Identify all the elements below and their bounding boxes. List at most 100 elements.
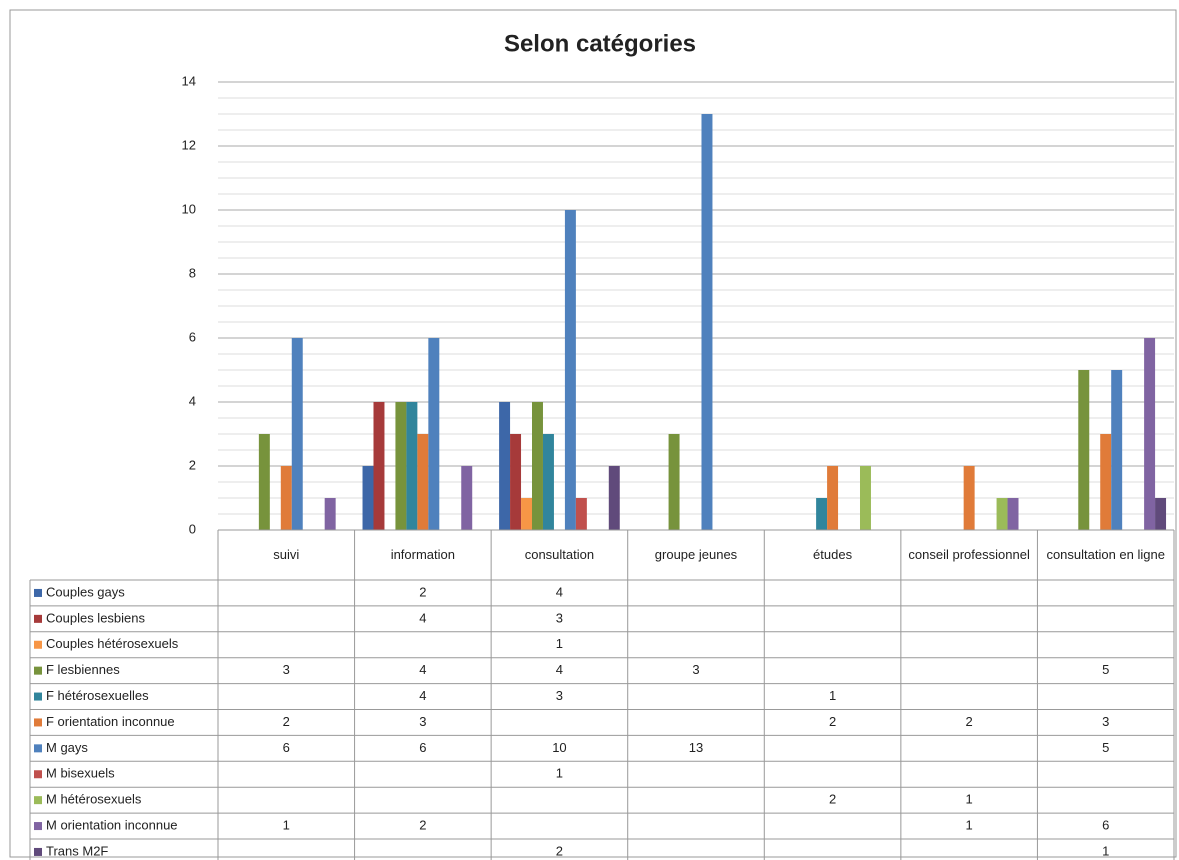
bar bbox=[406, 402, 418, 530]
legend-label: M hétérosexuels bbox=[46, 792, 142, 807]
legend-key bbox=[34, 822, 42, 831]
table-cell: 2 bbox=[829, 714, 836, 729]
bar bbox=[362, 466, 374, 530]
x-label-box: consultation bbox=[524, 547, 595, 562]
legend-key bbox=[34, 770, 42, 779]
legend-label: M orientation inconnue bbox=[46, 817, 178, 832]
legend-key bbox=[34, 666, 42, 675]
bar bbox=[827, 466, 839, 530]
table-cell: 5 bbox=[1102, 740, 1109, 755]
table-cell: 2 bbox=[419, 817, 426, 832]
table-cell: 2 bbox=[829, 792, 836, 807]
x-label-box: études bbox=[813, 547, 853, 562]
table-cell: 1 bbox=[829, 688, 836, 703]
legend-label: M bisexuels bbox=[46, 766, 115, 781]
bar bbox=[816, 498, 828, 530]
legend-label: F hétérosexuelles bbox=[46, 688, 149, 703]
table-cell: 3 bbox=[283, 662, 290, 677]
table-cell: 1 bbox=[283, 817, 290, 832]
bar bbox=[373, 402, 385, 530]
bar bbox=[1078, 370, 1090, 530]
table-cell: 4 bbox=[419, 610, 426, 625]
bar bbox=[996, 498, 1008, 530]
table-cell: 4 bbox=[419, 688, 426, 703]
bar bbox=[1111, 370, 1123, 530]
legend-label: F lesbiennes bbox=[46, 662, 120, 677]
x-label-box: consultation en ligne bbox=[1046, 547, 1165, 562]
bar bbox=[963, 466, 975, 530]
bar bbox=[575, 498, 587, 530]
table-cell: 2 bbox=[419, 584, 426, 599]
x-tick-label: information bbox=[390, 547, 455, 562]
table-cell: 4 bbox=[419, 662, 426, 677]
x-label-box: conseil professionnel bbox=[908, 547, 1030, 562]
table-cell: 4 bbox=[556, 662, 563, 677]
table-cell: 5 bbox=[1102, 662, 1109, 677]
table-cell: 1 bbox=[556, 766, 563, 781]
x-label-box: groupe jeunes bbox=[654, 547, 738, 562]
x-tick-label: consultation en ligne bbox=[1046, 547, 1165, 562]
legend-label: Couples gays bbox=[46, 584, 125, 599]
bar bbox=[499, 402, 511, 530]
table-cell: 3 bbox=[556, 688, 563, 703]
x-tick-label: conseil professionnel bbox=[908, 547, 1030, 562]
legend-key bbox=[34, 847, 42, 856]
bar bbox=[395, 402, 407, 530]
bar bbox=[1100, 434, 1112, 530]
legend-label: M gays bbox=[46, 740, 88, 755]
bar bbox=[542, 434, 554, 530]
x-label-box: information bbox=[390, 547, 455, 562]
y-tick-label: 14 bbox=[182, 73, 196, 88]
table-cell: 1 bbox=[966, 817, 973, 832]
bar bbox=[417, 434, 429, 530]
chart-title: Selon catégories bbox=[504, 30, 696, 57]
legend-label: F orientation inconnue bbox=[46, 714, 175, 729]
bar bbox=[280, 466, 292, 530]
y-tick-label: 10 bbox=[182, 201, 196, 216]
table-cell: 10 bbox=[552, 740, 566, 755]
bar bbox=[521, 498, 533, 530]
table-cell: 2 bbox=[966, 714, 973, 729]
y-tick-label: 2 bbox=[189, 457, 196, 472]
bar bbox=[859, 466, 871, 530]
table-cell: 3 bbox=[692, 662, 699, 677]
legend-key bbox=[34, 614, 42, 623]
y-tick-label: 8 bbox=[189, 265, 196, 280]
legend-key bbox=[34, 718, 42, 727]
x-label-box: suivi bbox=[273, 547, 300, 562]
table-cell: 13 bbox=[689, 740, 703, 755]
bar bbox=[1155, 498, 1167, 530]
legend-key bbox=[34, 796, 42, 805]
table-cell: 6 bbox=[1102, 817, 1109, 832]
table-cell: 1 bbox=[1102, 843, 1109, 858]
bar bbox=[461, 466, 473, 530]
x-tick-label: groupe jeunes bbox=[654, 547, 738, 562]
table-cell: 3 bbox=[1102, 714, 1109, 729]
legend-key bbox=[34, 692, 42, 701]
legend-key bbox=[34, 744, 42, 753]
legend-label: Couples lesbiens bbox=[46, 610, 146, 625]
bar bbox=[428, 338, 440, 530]
bar bbox=[1007, 498, 1019, 530]
table-cell: 3 bbox=[556, 610, 563, 625]
table-cell: 4 bbox=[556, 584, 563, 599]
legend-key bbox=[34, 588, 42, 597]
bar bbox=[532, 402, 543, 530]
legend-label: Trans M2F bbox=[46, 843, 108, 858]
bar bbox=[701, 114, 713, 530]
bar bbox=[564, 210, 576, 530]
y-tick-label: 6 bbox=[189, 329, 196, 344]
table-cell: 2 bbox=[556, 843, 563, 858]
y-tick-label: 4 bbox=[189, 393, 196, 408]
bar bbox=[510, 434, 522, 530]
table-cell: 2 bbox=[283, 714, 290, 729]
x-tick-label: suivi bbox=[273, 547, 300, 562]
bar bbox=[291, 338, 303, 530]
x-tick-label: consultation bbox=[524, 547, 595, 562]
bar bbox=[668, 434, 680, 530]
bar bbox=[608, 466, 620, 530]
y-tick-label: 0 bbox=[189, 521, 196, 536]
y-tick-label: 12 bbox=[182, 137, 196, 152]
table-cell: 6 bbox=[419, 740, 426, 755]
x-tick-label: études bbox=[813, 547, 853, 562]
